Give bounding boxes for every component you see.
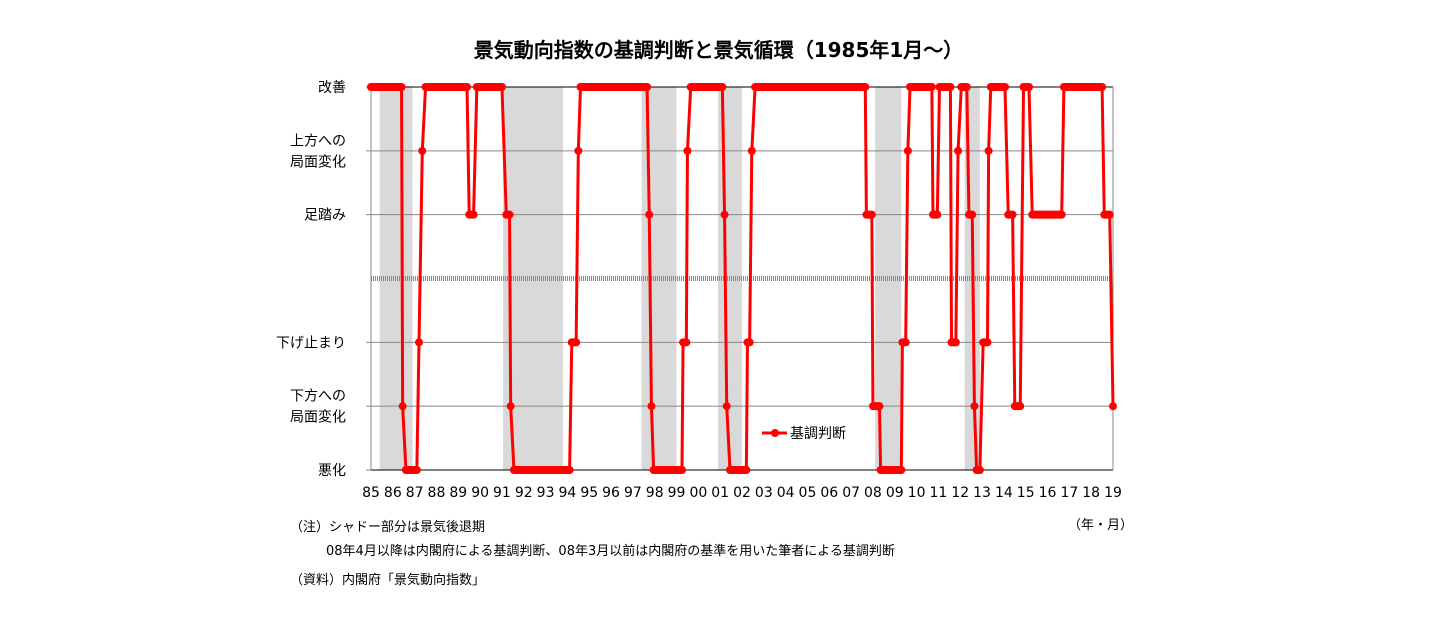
x-tick-label: 15 [1017, 485, 1035, 501]
legend-marker [771, 429, 779, 437]
x-tick-label: 96 [602, 485, 620, 501]
note-1: （注）シャドー部分は景気後退期 [290, 520, 486, 535]
x-tick-label: 01 [711, 485, 729, 501]
x-tick-label: 02 [733, 485, 751, 501]
x-tick-label: 19 [1104, 485, 1122, 501]
source-note: （資料）内閣府「景気動向指数」 [290, 573, 486, 588]
x-tick-label: 90 [471, 485, 489, 501]
data-point [903, 146, 912, 155]
data-point [722, 402, 731, 411]
data-point [415, 338, 424, 347]
x-tick-label: 97 [624, 485, 642, 501]
data-point [506, 402, 515, 411]
x-tick-label: 04 [777, 485, 795, 501]
x-tick-label: 94 [558, 485, 576, 501]
x-tick-label: 08 [864, 485, 882, 501]
data-point [683, 146, 692, 155]
x-tick-label: 06 [820, 485, 838, 501]
y-tick-label: 悪化 [318, 463, 346, 479]
x-tick-label: 10 [908, 485, 926, 501]
y-tick-label: 局面変化 [290, 409, 346, 426]
x-tick-label: 86 [384, 485, 402, 501]
x-tick-label: 16 [1039, 485, 1057, 501]
x-tick-label: 87 [406, 485, 424, 501]
data-point [647, 402, 656, 411]
x-tick-label: 14 [995, 485, 1013, 501]
y-tick-label: 下方への [290, 389, 346, 405]
data-point [1109, 402, 1117, 411]
x-tick-label: 85 [362, 485, 380, 501]
data-point [747, 146, 756, 155]
x-tick-label: 05 [799, 485, 817, 501]
data-point [970, 402, 979, 411]
x-tick-label: 09 [886, 485, 904, 501]
data-point [398, 402, 407, 411]
x-tick-label: 88 [428, 485, 446, 501]
data-point [645, 210, 654, 219]
x-tick-label: 98 [646, 485, 664, 501]
data-point [418, 146, 427, 155]
x-tick-label: 99 [668, 485, 686, 501]
data-point [574, 146, 583, 155]
x-tick-label: 11 [929, 485, 947, 501]
x-tick-label: 18 [1082, 485, 1100, 501]
data-point [984, 146, 993, 155]
x-tick-label: 93 [537, 485, 555, 501]
x-axis-label: （年・月） [1068, 518, 1134, 533]
y-tick-label: 下げ止まり [276, 335, 346, 351]
x-tick-label: 95 [580, 485, 598, 501]
data-point [954, 146, 963, 155]
y-tick-label: 上方への [290, 133, 346, 149]
legend-label: 基調判断 [790, 425, 846, 442]
x-tick-label: 92 [515, 485, 533, 501]
x-tick-label: 91 [493, 485, 511, 501]
x-tick-label: 03 [755, 485, 773, 501]
note-2: 08年4月以降は内閣府による基調判断、08年3月以前は内閣府の基準を用いた筆者に… [326, 544, 895, 559]
x-tick-label: 07 [842, 485, 860, 501]
y-tick-label: 局面変化 [290, 153, 346, 170]
x-tick-label: 12 [951, 485, 969, 501]
y-tick-label: 足踏み [304, 208, 346, 224]
y-tick-label: 改善 [318, 80, 346, 96]
x-tick-label: 17 [1060, 485, 1078, 501]
x-tick-label: 00 [689, 485, 707, 501]
x-tick-label: 13 [973, 485, 991, 501]
x-tick-label: 89 [449, 485, 467, 501]
data-point [720, 210, 729, 219]
chart-title: 景気動向指数の基調判断と景気循環（1985年1月～） [473, 38, 964, 62]
